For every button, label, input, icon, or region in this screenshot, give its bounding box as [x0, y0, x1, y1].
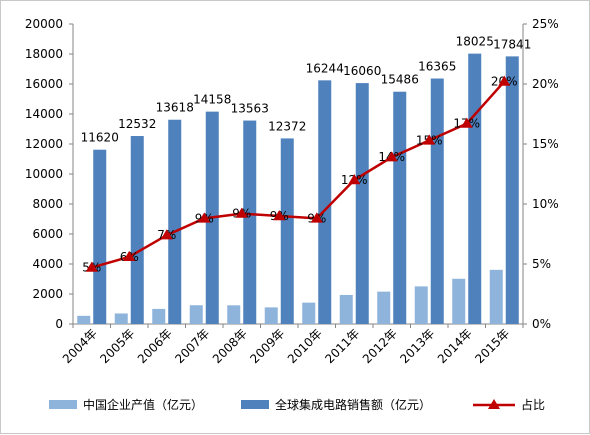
x-axis-category-label: 2005年	[97, 326, 137, 366]
x-axis-category-label: 2011年	[322, 326, 362, 366]
ratio-marker	[198, 212, 211, 223]
ratio-marker	[423, 134, 436, 145]
x-axis-category-label: 2008年	[210, 326, 250, 366]
left-axis-tick-label: 14000	[25, 107, 63, 121]
bar-china-output	[377, 291, 391, 324]
ratio-marker	[123, 250, 136, 261]
right-axis-tick-label: 20%	[532, 77, 559, 91]
x-axis-category-label: 2012年	[360, 326, 400, 366]
data-label-global-ic-sales: 12372	[268, 119, 306, 133]
left-axis-tick-label: 12000	[25, 137, 63, 151]
left-axis-tick-label: 2000	[32, 287, 63, 301]
data-label-global-ic-sales: 16244	[306, 61, 344, 75]
legend-swatch-global-ic-sales	[241, 400, 269, 409]
bar-china-output	[227, 305, 241, 324]
right-axis-tick-label: 5%	[532, 257, 551, 271]
bar-global-ic-sales	[280, 138, 294, 324]
bar-china-output	[452, 278, 466, 324]
bar-china-output	[77, 315, 91, 324]
right-axis-tick-label: 0%	[532, 317, 551, 331]
x-axis-category-label: 2004年	[60, 326, 100, 366]
bar-global-ic-sales	[168, 119, 182, 324]
bar-global-ic-sales	[468, 53, 482, 324]
bar-china-output	[489, 269, 503, 324]
left-axis-tick-label: 10000	[25, 167, 63, 181]
bar-global-ic-sales	[355, 83, 369, 324]
ratio-marker	[348, 174, 361, 185]
ratio-marker	[498, 75, 511, 86]
data-label-global-ic-sales: 13618	[156, 101, 194, 115]
bar-china-output	[114, 313, 128, 324]
bar-china-output	[264, 307, 278, 324]
bar-global-ic-sales	[93, 149, 107, 324]
ratio-marker	[460, 117, 473, 128]
data-label-global-ic-sales: 15486	[381, 73, 419, 87]
legend-marker-ratio	[488, 399, 500, 409]
data-label-global-ic-sales: 13563	[231, 102, 269, 116]
bar-global-ic-sales	[318, 80, 332, 324]
ratio-marker	[235, 207, 248, 218]
ratio-marker	[273, 210, 286, 221]
right-axis-tick-label: 10%	[532, 197, 559, 211]
ratio-marker	[160, 229, 173, 240]
data-label-global-ic-sales: 16365	[418, 60, 456, 74]
x-axis-category-label: 2006年	[135, 326, 175, 366]
right-axis-tick-label: 25%	[532, 17, 559, 31]
bar-china-output	[339, 294, 353, 324]
bar-global-ic-sales	[130, 136, 144, 324]
x-axis-category-label: 2015年	[472, 326, 512, 366]
bar-china-output	[189, 305, 203, 324]
ratio-series-line	[91, 80, 506, 269]
data-label-global-ic-sales: 12532	[118, 117, 156, 131]
bar-global-ic-sales	[243, 120, 257, 325]
left-axis-tick-label: 6000	[32, 227, 63, 241]
legend-label-global-ic-sales: 全球集成电路销售额（亿元）	[275, 397, 431, 412]
x-axis-category-label: 2009年	[247, 326, 287, 366]
legend-label-china-output: 中国企业产值（亿元）	[83, 397, 203, 412]
bar-global-ic-sales	[505, 56, 519, 324]
data-label-global-ic-sales: 16060	[343, 64, 381, 78]
x-axis-category-label: 2013年	[397, 326, 437, 366]
x-axis-category-label: 2014年	[435, 326, 475, 366]
data-label-global-ic-sales: 14158	[193, 93, 231, 107]
ratio-marker	[85, 261, 98, 272]
left-axis-tick-label: 18000	[25, 47, 63, 61]
legend-label-ratio: 占比	[521, 397, 545, 412]
bar-china-output	[152, 308, 166, 324]
bar-global-ic-sales	[393, 91, 407, 325]
x-axis-category-label: 2010年	[285, 326, 325, 366]
right-axis-tick-label: 15%	[532, 137, 559, 151]
left-axis-tick-label: 16000	[25, 77, 63, 91]
bar-china-output	[302, 302, 316, 324]
left-axis-tick-label: 4000	[32, 257, 63, 271]
left-axis-tick-label: 20000	[25, 17, 63, 31]
x-axis-category-label: 2007年	[172, 326, 212, 366]
bar-global-ic-sales	[430, 78, 444, 325]
left-axis-tick-label: 0	[55, 317, 63, 331]
data-label-global-ic-sales: 11620	[81, 131, 119, 145]
ratio-marker	[310, 212, 323, 223]
legend-swatch-china-output	[49, 400, 77, 409]
ratio-marker	[385, 151, 398, 162]
data-label-global-ic-sales: 17841	[493, 37, 531, 51]
data-label-global-ic-sales: 18025	[456, 35, 494, 49]
bar-china-output	[414, 286, 428, 324]
left-axis-tick-label: 8000	[32, 197, 63, 211]
